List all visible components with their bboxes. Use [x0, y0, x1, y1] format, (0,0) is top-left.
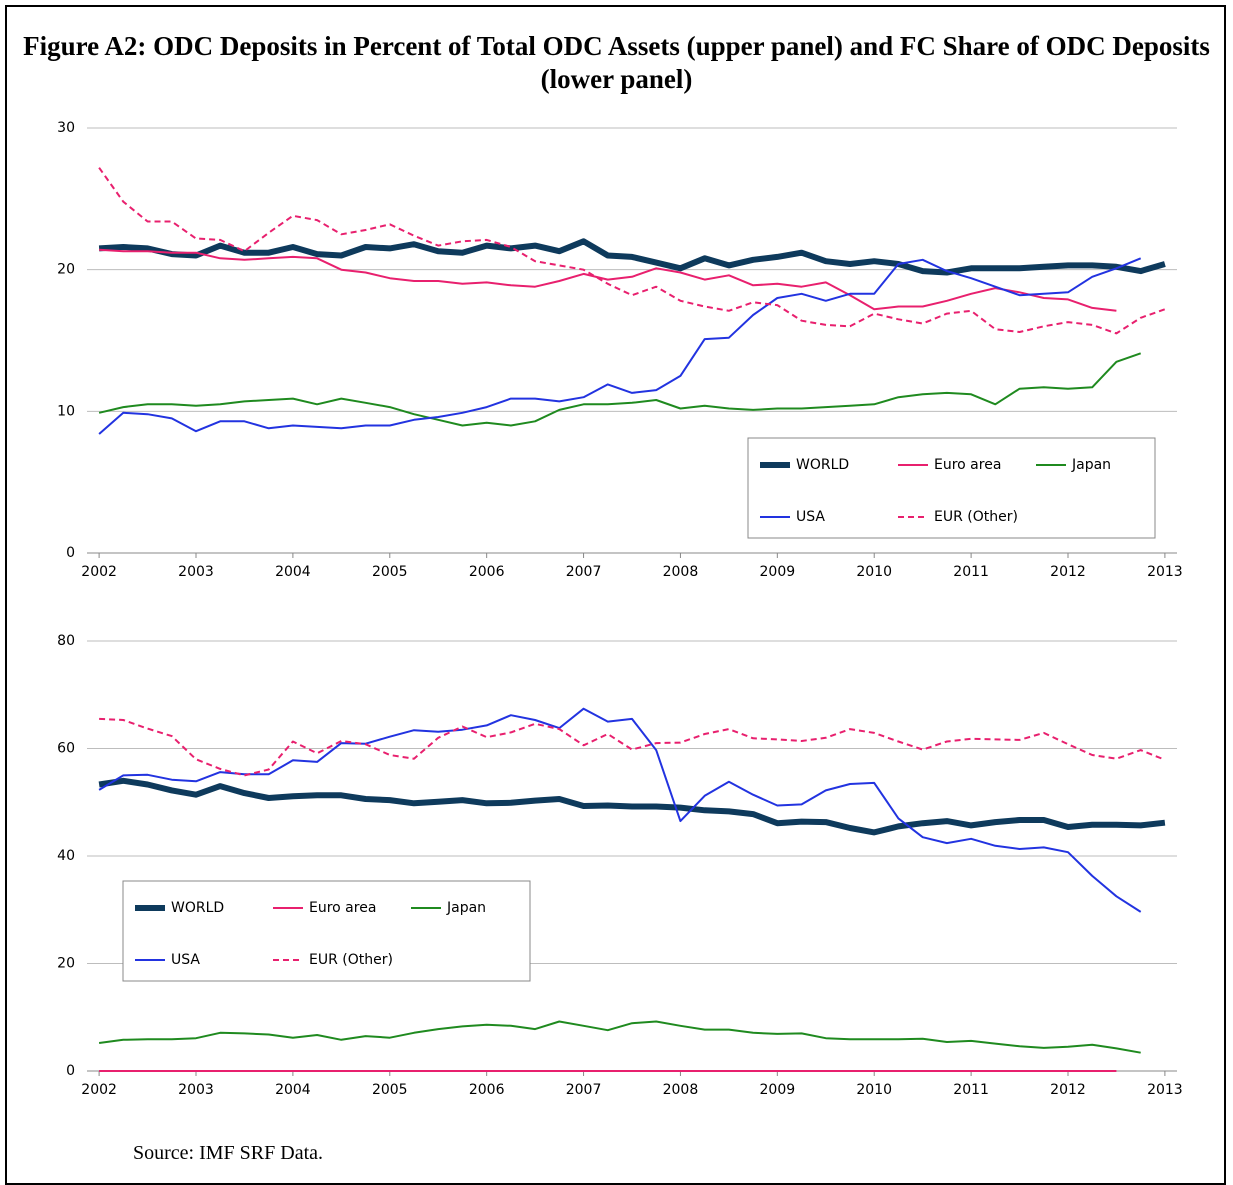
y-tick-label: 10 [57, 403, 75, 419]
y-tick-label: 0 [66, 545, 75, 561]
y-tick-label: 20 [57, 262, 75, 278]
x-tick-label: 2007 [566, 1082, 602, 1098]
x-tick-label: 2009 [760, 1082, 796, 1098]
x-tick-label: 2005 [372, 564, 408, 580]
x-tick-label: 2002 [81, 564, 117, 580]
series-line [99, 248, 1117, 312]
x-tick-label: 2011 [953, 564, 989, 580]
x-tick-label: 2013 [1147, 564, 1183, 580]
series-line [99, 717, 1166, 777]
legend-label: Japan [446, 900, 486, 916]
legend-box [122, 880, 531, 982]
x-tick-label: 2012 [1050, 564, 1086, 580]
legend-label: WORLD [796, 457, 849, 473]
legend-label: EUR (Other) [309, 952, 393, 968]
y-tick-label: 0 [66, 1063, 75, 1079]
x-tick-label: 2013 [1147, 1082, 1183, 1098]
x-tick-label: 2012 [1050, 1082, 1086, 1098]
x-tick-label: 2005 [372, 1082, 408, 1098]
series-line [98, 257, 1142, 435]
x-tick-label: 2010 [856, 564, 892, 580]
series-line [98, 1020, 1141, 1054]
figure-title: Figure A2: ODC Deposits in Percent of To… [23, 31, 1210, 94]
x-tick-label: 2003 [178, 564, 214, 580]
x-tick-label: 2009 [760, 564, 796, 580]
legend-label: USA [171, 952, 200, 968]
legend-box [747, 437, 1156, 539]
legend-label: EUR (Other) [934, 509, 1018, 525]
x-tick-label: 2007 [566, 564, 602, 580]
source-note: Source: IMF SRF Data. [133, 1142, 323, 1164]
y-tick-label: 80 [57, 633, 75, 649]
x-tick-label: 2011 [953, 1082, 989, 1098]
legend-label: Euro area [309, 900, 376, 916]
series-line [98, 707, 1142, 913]
x-tick-label: 2002 [81, 1082, 117, 1098]
x-tick-label: 2008 [663, 1082, 699, 1098]
y-tick-label: 30 [57, 120, 75, 136]
legend-label: WORLD [171, 900, 224, 916]
legend-label: Euro area [934, 457, 1001, 473]
y-tick-label: 20 [57, 956, 75, 972]
x-tick-label: 2006 [469, 1082, 505, 1098]
x-tick-label: 2010 [856, 1082, 892, 1098]
x-tick-label: 2003 [178, 1082, 214, 1098]
series-line [98, 777, 1166, 836]
series-line [98, 238, 1166, 276]
x-tick-label: 2008 [663, 564, 699, 580]
x-tick-label: 2006 [469, 564, 505, 580]
x-tick-label: 2004 [275, 1082, 311, 1098]
legend-label: Japan [1071, 457, 1111, 473]
series-line [98, 352, 1142, 427]
x-tick-label: 2004 [275, 564, 311, 580]
y-tick-label: 40 [57, 848, 75, 864]
y-tick-label: 60 [57, 741, 75, 757]
legend-label: USA [796, 509, 825, 525]
